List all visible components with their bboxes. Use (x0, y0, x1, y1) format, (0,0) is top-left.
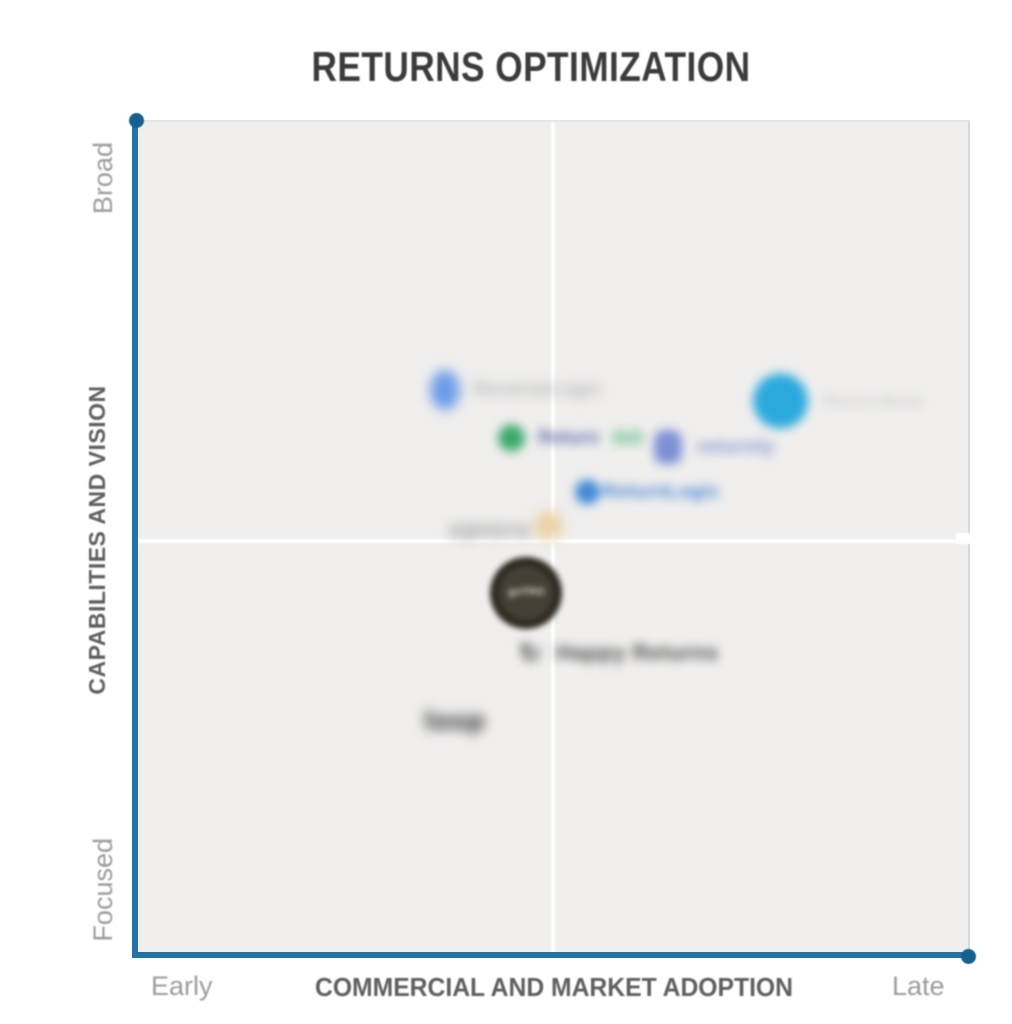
x-axis-title: COMMERCIAL AND MARKET ADOPTION (315, 972, 793, 1002)
vendor-logo-label: goTRG (508, 586, 545, 599)
x-axis-end-dot (961, 949, 976, 964)
vendor-layer: ReverseLogix ReturnBear Return GO returnly Re… (138, 122, 968, 958)
reverselogix-logo-icon (430, 369, 461, 410)
quadrant-plot-area: ReverseLogix ReturnBear Return GO returnly Re… (138, 120, 970, 958)
vendor-logo-label: optoro (449, 516, 531, 542)
gotrg-logo-icon: goTRG (490, 556, 563, 629)
vendor-logo-returnlogic: ReturnLogic (574, 479, 720, 504)
vendor-logo-label: GO (612, 427, 644, 449)
returngo-logo-icon (498, 424, 525, 452)
y-axis-end-dot (129, 113, 144, 128)
vendor-logo-returngo: Return GO (498, 424, 644, 452)
vendor-logo-label: Return (538, 427, 600, 449)
vendor-logo-gotrg: goTRG (490, 556, 563, 629)
x-axis-line (132, 952, 972, 958)
vendor-logo-label: loop (424, 705, 486, 736)
vendor-logo-label: ReturnLogic (602, 481, 720, 502)
returnbear-logo-icon (752, 373, 808, 429)
vendor-logo-happyreturns: ↻ Happy Returns (519, 640, 719, 666)
optoro-logo-icon (533, 511, 563, 541)
y-axis-max-label: Broad (88, 142, 118, 215)
y-axis-line (132, 121, 138, 955)
y-axis-title: CAPABILITIES AND VISION (84, 385, 110, 695)
vendor-logo-loop: loop (425, 707, 486, 734)
happyreturns-logo-icon: ↻ (519, 637, 542, 668)
vendor-logo-label: returnly (696, 436, 775, 459)
vendor-logo-returnly: returnly (654, 430, 775, 465)
x-axis-max-label: Late (892, 971, 945, 1001)
vendor-logo-label: Happy Returns (556, 639, 720, 665)
vendor-logo-returnbear: ReturnBear (752, 373, 925, 429)
right-edge-midline-tick (956, 533, 982, 544)
vendor-logo-optoro: optoro (449, 511, 563, 542)
vendor-logo-label: ReverseLogix (473, 379, 602, 401)
x-axis-min-label: Early (151, 971, 213, 1001)
vendor-logo-reverselogix: ReverseLogix (430, 369, 602, 410)
page-title: RETURNS OPTIMIZATION (311, 43, 751, 90)
vendor-logo-label: ReturnBear (822, 391, 925, 411)
returnlogic-logo-icon (574, 479, 600, 504)
y-axis-min-label: Focused (88, 838, 118, 942)
quadrant-divider-horizontal (138, 539, 968, 543)
returnly-logo-icon (654, 430, 683, 465)
